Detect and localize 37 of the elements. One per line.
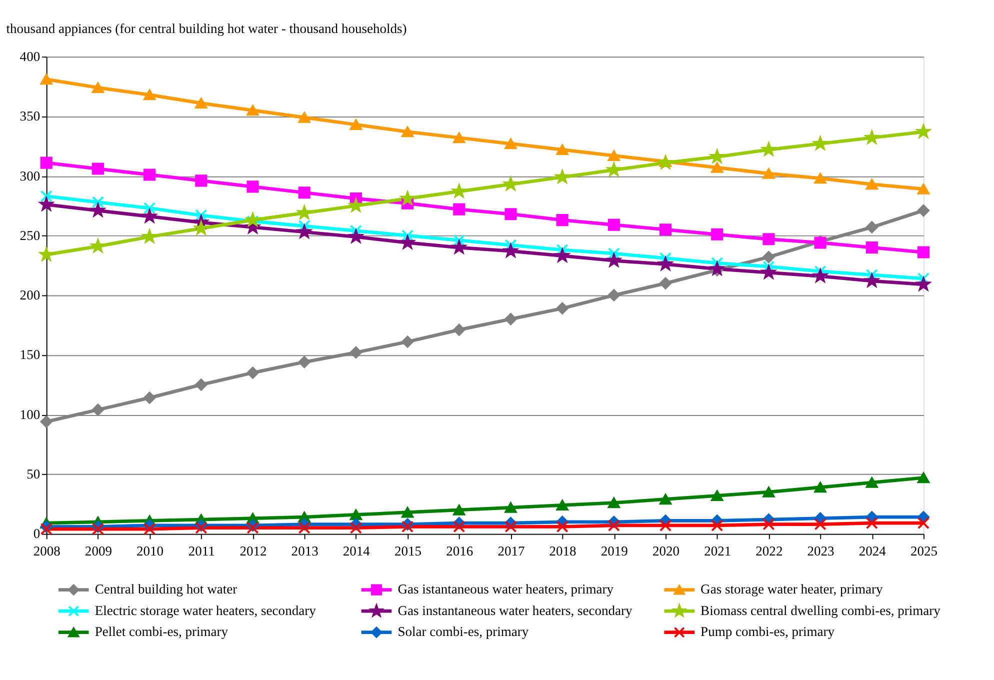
legend-label: Gas instantaneous water heaters, secondary [398, 602, 632, 618]
legend-label: Central building hot water [94, 582, 238, 597]
x-tick-label: 2010 [136, 544, 164, 559]
x-tick-label: 2018 [549, 544, 577, 559]
x-tick-label: 2023 [807, 544, 835, 559]
x-tick-label: 2020 [652, 544, 680, 559]
y-tick-label: 200 [20, 288, 40, 303]
x-tick-label: 2008 [33, 544, 61, 559]
y-tick-label: 150 [20, 347, 40, 362]
y-tick-label: 0 [33, 526, 40, 542]
y-tick-label: 100 [20, 406, 40, 422]
x-tick-label: 2017 [498, 544, 525, 559]
y-tick-label: 300 [20, 168, 40, 184]
x-tick-label: 2019 [600, 544, 628, 559]
x-tick-label: 2011 [188, 544, 215, 559]
y-tick-label: 250 [20, 228, 40, 243]
legend-label: Pump combi-es, primary [700, 624, 835, 640]
legend-label: Solar combi-es, primary [398, 624, 529, 640]
legend-label: Gas istantaneous water heaters, primary [398, 582, 614, 597]
x-tick-label: 2022 [756, 544, 783, 559]
y-axis-title: thousand appiances (for central building hot water - thousand households) [6, 20, 407, 36]
x-tick-label: 2009 [84, 544, 112, 559]
x-tick-label: 2012 [240, 544, 267, 559]
legend-label: Electric storage water heaters, secondary [94, 602, 316, 618]
x-tick-label: 2025 [910, 544, 938, 559]
legend-label: Pellet combi-es, primary [94, 624, 228, 640]
y-tick-label: 400 [20, 48, 40, 64]
x-tick-label: 2021 [704, 544, 732, 559]
legend-label: Gas storage water heater, primary [700, 582, 884, 597]
x-tick-label: 2024 [858, 544, 886, 559]
x-tick-label: 2013 [291, 544, 319, 559]
x-tick-label: 2014 [342, 544, 370, 559]
y-tick-label: 50 [26, 466, 40, 482]
x-tick-label: 2016 [446, 544, 474, 559]
x-tick-label: 2015 [394, 544, 422, 559]
y-tick-label: 350 [20, 108, 40, 124]
legend-label: Biomass central dwelling combi-es, primary [700, 602, 941, 618]
